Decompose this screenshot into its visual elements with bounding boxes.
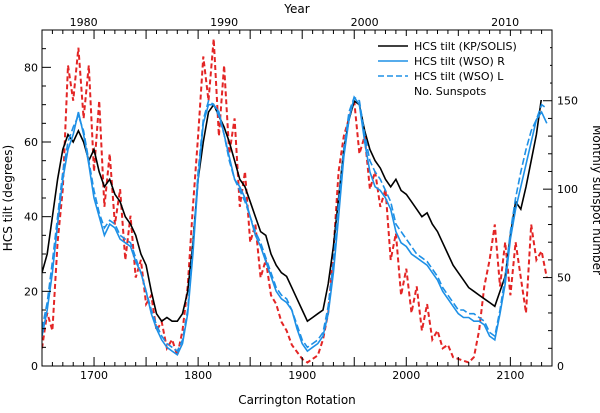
series-line-hcs-tilt-wso-l — [42, 95, 548, 353]
y2-tick-label: 50 — [557, 272, 571, 285]
y-tick-label: 40 — [24, 211, 38, 224]
y2-tick-label: 100 — [557, 183, 578, 196]
y2-axis-title: Monthly sunspot number — [590, 125, 600, 275]
legend-label-kp: HCS tilt (KP/SOLIS) — [414, 40, 517, 53]
legend: HCS tilt (KP/SOLIS) HCS tilt (WSO) R HCS… — [372, 36, 550, 100]
x2-tick-label: 1980 — [70, 16, 98, 29]
x-tick-label: 1800 — [184, 369, 212, 382]
series-line-hcs-tilt-wso-r — [42, 95, 548, 357]
y-tick-label: 0 — [31, 360, 38, 373]
x2-tick-label: 2000 — [351, 16, 379, 29]
y-tick-label: 60 — [24, 136, 38, 149]
x-tick-label: 2000 — [392, 369, 420, 382]
x-tick-label: 1900 — [288, 369, 316, 382]
x2-tick-label: 2010 — [491, 16, 519, 29]
series-line-hcs-tilt-kp-solis — [42, 67, 548, 323]
legend-label-sunspots: No. Sunspots — [414, 85, 486, 98]
y2-tick-label: 150 — [557, 95, 578, 108]
y-tick-label: 80 — [24, 61, 38, 74]
x-tick-label: 2100 — [496, 369, 524, 382]
ticks-layer: 1700 1800 1900 2000 2100 1980 1990 2000 2010 0 20 4… — [24, 16, 578, 382]
x-axis-title: Carrington Rotation — [238, 393, 356, 407]
y2-tick-label: 0 — [557, 360, 564, 373]
x-tick-label: 1700 — [80, 369, 108, 382]
legend-label-wso-l: HCS tilt (WSO) L — [414, 70, 504, 83]
x2-tick-label: 1990 — [210, 16, 238, 29]
series-layer — [42, 38, 548, 364]
legend-label-wso-r: HCS tilt (WSO) R — [414, 55, 505, 68]
x2-axis-title: Year — [283, 2, 309, 16]
y-tick-label: 20 — [24, 285, 38, 298]
y-axis-title: HCS tilt (degrees) — [1, 145, 15, 251]
